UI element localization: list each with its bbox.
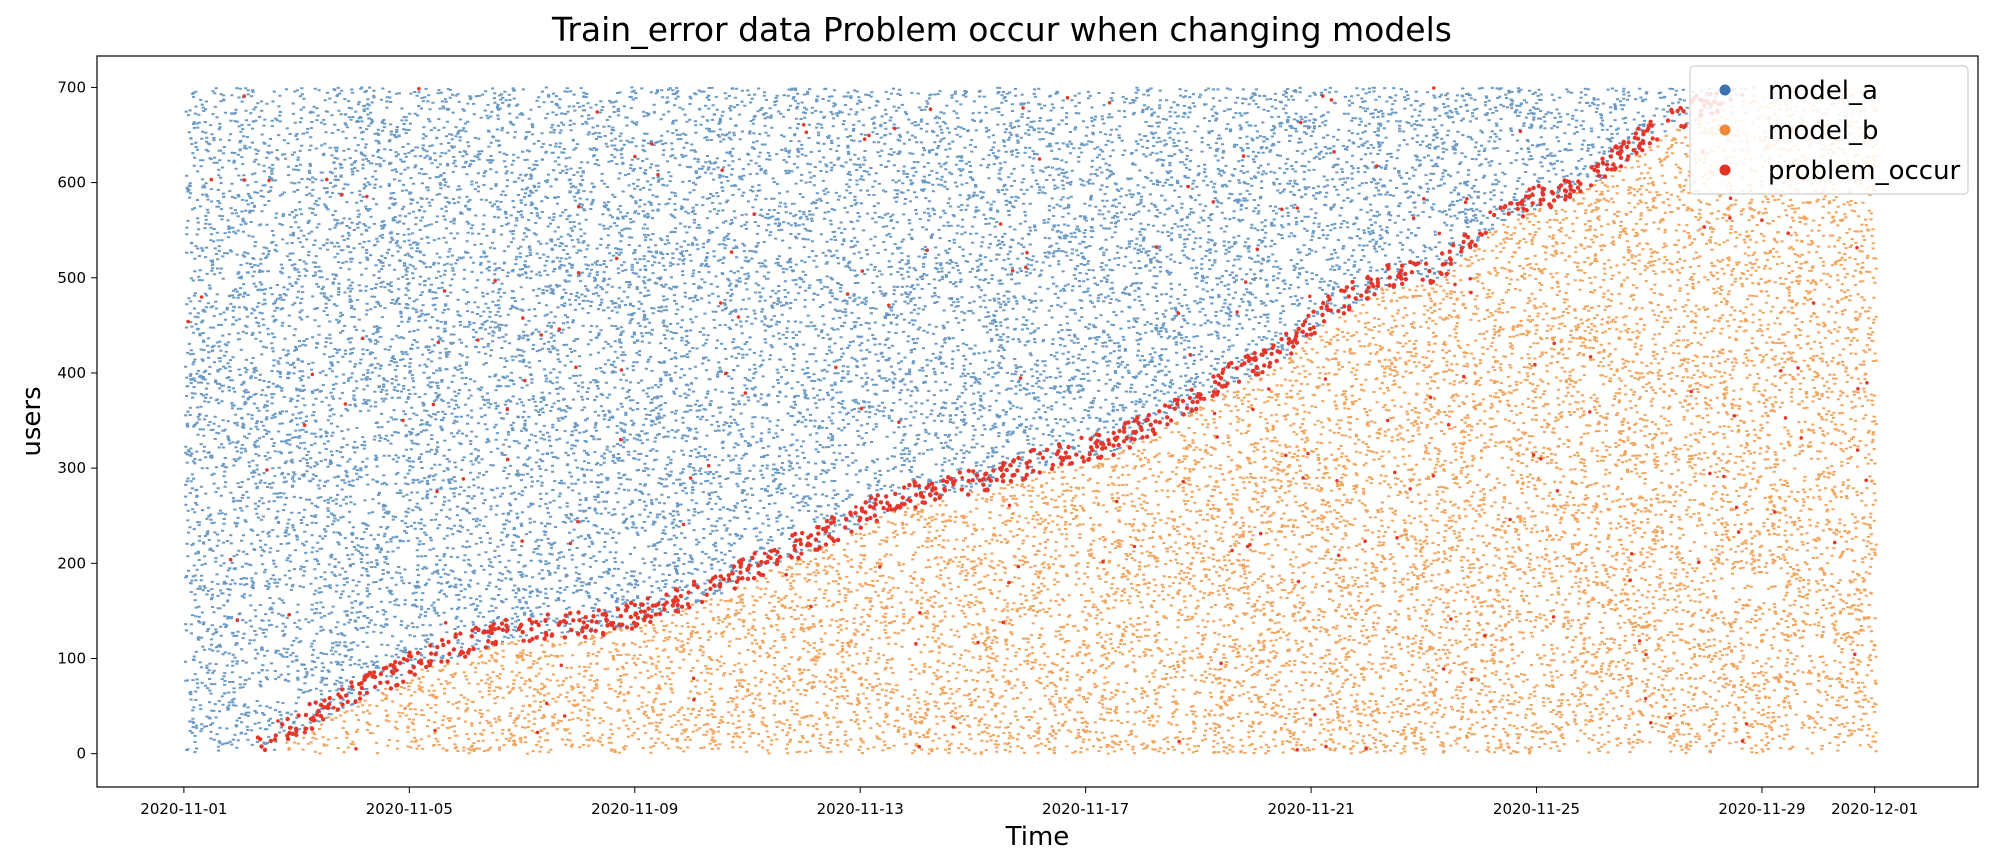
x-axis-label: Time [1005,822,1070,852]
y-tick-label: 300 [57,459,86,477]
legend-box [1689,65,1969,195]
series-model_a-points [183,86,1756,753]
legend-label-problem_occur: problem_occur [1768,156,1961,186]
x-axis: 2020-11-01 2020-11-05 2020-11-09 2020-11-13… [140,787,1918,818]
legend: model_a model_b problem_occur [1689,65,1969,195]
y-tick-label: 100 [57,650,86,668]
series-problem_occur-points [186,86,1869,753]
plot-frame [96,55,1979,788]
y-tick-label: 0 [76,745,86,763]
legend-marker-model_a [1719,84,1731,96]
y-tick-label: 700 [57,78,86,96]
x-tick-label: 2020-11-29 [1718,800,1805,818]
x-tick-label: 2020-11-05 [366,800,453,818]
legend-marker-problem_occur [1719,164,1731,176]
legend-label-model_a: model_a [1768,76,1878,106]
x-tick-label: 2020-11-01 [140,800,227,818]
legend-marker-model_b [1719,124,1731,136]
y-tick-label: 400 [57,364,86,382]
x-tick-label: 2020-11-17 [1042,800,1129,818]
y-tick-label: 600 [57,174,86,192]
scatter-points-layer [183,86,1878,755]
problem-points-layer [186,86,1869,753]
x-tick-label: 2020-11-09 [591,800,678,818]
y-tick-label: 500 [57,269,86,287]
legend-label-model_b: model_b [1768,116,1878,146]
y-axis: 0 100 200 300 400 500 600 700 [57,78,97,763]
series-model_b-points [285,86,1878,755]
x-tick-label: 2020-11-21 [1267,800,1354,818]
chart-title: Train_error data Problem occur when chan… [552,10,1452,49]
x-tick-label: 2020-11-25 [1493,800,1580,818]
x-tick-label: 2020-12-01 [1831,800,1918,818]
y-axis-label: users [17,386,47,456]
y-tick-label: 200 [57,554,86,572]
x-tick-label: 2020-11-13 [817,800,904,818]
